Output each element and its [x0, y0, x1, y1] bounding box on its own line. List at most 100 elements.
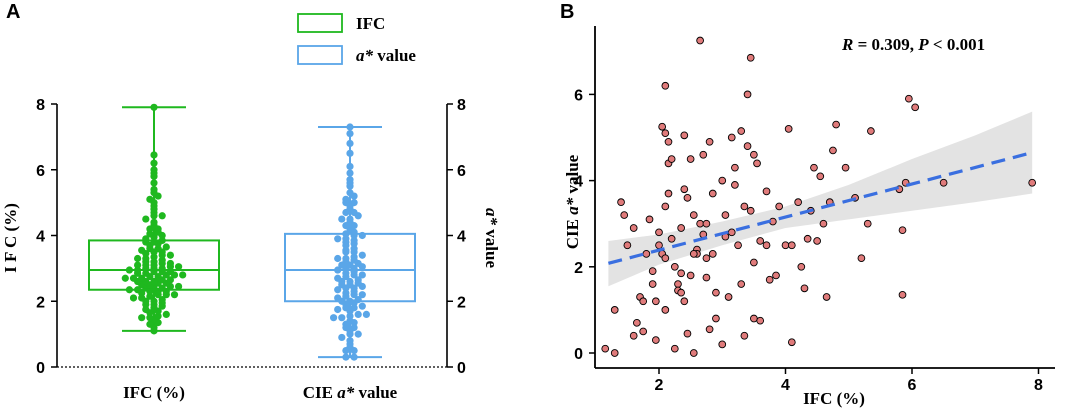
scatter-point [629, 331, 638, 340]
scatter-point [803, 234, 812, 243]
confidence-band [608, 111, 1033, 287]
scatter-point [867, 127, 875, 135]
swarm-point [338, 314, 346, 322]
scatter-point [898, 226, 907, 235]
swarm-point [346, 162, 354, 171]
scatter-point [775, 202, 784, 211]
scatter-point [746, 53, 755, 62]
scatter-point [750, 314, 758, 323]
swarm-point [146, 320, 154, 328]
scatter-point [661, 254, 670, 263]
scatter-point [718, 176, 727, 185]
correlation-annotation: R = 0.309, P < 0.001 [841, 35, 985, 54]
scatter-point [661, 129, 670, 138]
scatter-point [829, 146, 837, 155]
scatter-point [680, 297, 689, 306]
swarm-point [121, 274, 129, 282]
scatter-point [857, 254, 866, 263]
scatter-point [813, 237, 821, 245]
swarm-point [150, 166, 158, 174]
swarm-point [358, 251, 366, 259]
scatter-point [661, 306, 670, 314]
swarm-point [150, 253, 158, 261]
swarm-point [175, 282, 183, 291]
scatter-point [686, 155, 695, 163]
scatter-point [705, 137, 714, 146]
left-tick-label: 2 [36, 294, 45, 311]
scatter-point [610, 349, 619, 357]
swarm-point [134, 254, 142, 263]
scatter-point [705, 325, 714, 334]
scatter-x-tick-label: 8 [1034, 377, 1043, 394]
swarm-point [150, 297, 158, 305]
scatter-point [762, 187, 771, 196]
scatter-point [911, 103, 920, 112]
scatter-point [686, 271, 695, 280]
swarm-point [346, 176, 354, 184]
scatter-point [677, 224, 685, 232]
scatter-point [737, 280, 746, 288]
swarm-point [150, 258, 158, 266]
right-tick-label: 4 [457, 229, 466, 246]
swarm-point [342, 353, 350, 361]
swarm-point [358, 271, 366, 279]
scatter-point [898, 290, 907, 299]
box-plot-marks [88, 103, 416, 361]
swarm-point [358, 302, 366, 310]
p-value: < 0.001 [929, 35, 985, 54]
swarm-point [346, 139, 354, 148]
scatter-point [819, 219, 828, 228]
scatter-point [1028, 178, 1037, 187]
scatter-point [674, 280, 682, 288]
scatter-point [810, 163, 818, 172]
scatter-point [699, 150, 708, 159]
swarm-point [162, 310, 170, 318]
swarm-point [350, 353, 358, 361]
scatter-point [794, 198, 803, 207]
scatter-point [617, 198, 625, 207]
swarm-point [354, 276, 362, 284]
scatter-point [639, 327, 648, 336]
scatter-point [664, 137, 673, 146]
swarm-point [129, 294, 138, 302]
scatter-point [667, 234, 676, 243]
swarm-point [150, 277, 158, 286]
scatter-point [727, 228, 736, 237]
scatter-point [750, 258, 758, 267]
scatter-point [670, 262, 679, 271]
regression-line [607, 151, 1033, 265]
swarm-point [334, 286, 342, 294]
swarm-point [358, 291, 366, 299]
swarm-point [334, 254, 342, 263]
right-axis-label-text: value [482, 225, 501, 268]
swarm-point [342, 195, 350, 203]
scatter-point [683, 329, 692, 338]
legend-a-value-italic: a* [356, 46, 374, 65]
right-axis-label: a* value [482, 208, 501, 268]
scatter-point [661, 202, 670, 211]
right-tick-label: 2 [457, 294, 466, 311]
swarm-point [350, 199, 358, 207]
swarm-point [154, 272, 162, 281]
swarm-point [346, 312, 354, 320]
swarm-point [158, 296, 166, 304]
swarm-point [150, 103, 158, 111]
scatter-point [822, 293, 831, 301]
scatter-point [712, 288, 720, 297]
scatter-y-label: CIE a* value [563, 154, 582, 249]
swarm-point [346, 337, 354, 345]
swarm-point [350, 236, 358, 245]
scatter-point [718, 340, 727, 349]
swarm-point [346, 123, 354, 131]
scatter-x-label: IFC (%) [803, 389, 865, 408]
swarm-point [162, 243, 170, 251]
scatter-point [787, 241, 796, 250]
scatter-point [648, 280, 657, 288]
p-label: P [917, 35, 929, 54]
swarm-point [146, 314, 154, 322]
swarm-point [150, 151, 158, 159]
swarm-point [138, 294, 146, 302]
scatter-point [772, 271, 780, 280]
scatter-point [645, 215, 654, 224]
